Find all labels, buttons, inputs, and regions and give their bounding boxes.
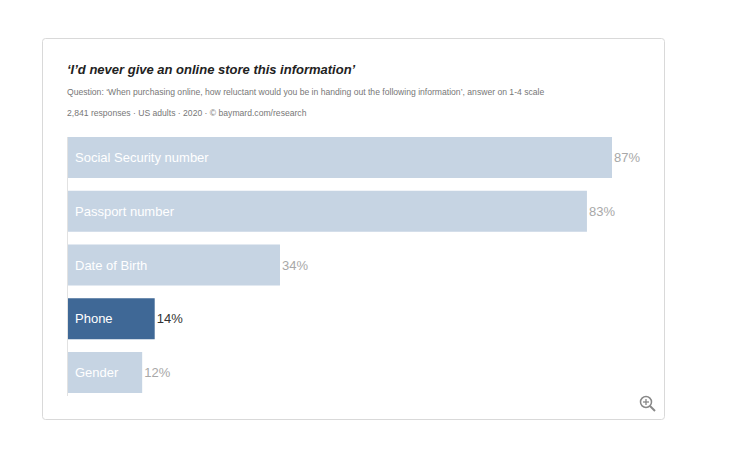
category-label: Date of Birth [75,258,147,273]
zoom-plus[interactable] [645,399,646,405]
subtitle: Question: ‘When purchasing online, how r… [67,87,544,97]
title: ‘I’d never give an online store this inf… [67,62,356,77]
bar [67,352,142,393]
category-label: Phone [75,311,113,326]
value-label: 14% [157,311,183,326]
category-label: Gender [75,365,119,380]
zoom-icon[interactable] [641,397,656,412]
baseline [67,137,68,396]
value-label: 12% [144,365,170,380]
labels: Social Security number 87% Passport number… [75,150,640,380]
value-label: 83% [589,204,615,219]
zoom-lens[interactable] [641,397,652,408]
value-label: 34% [282,258,308,273]
chart: ‘I’d never give an online store this inf… [0,0,736,449]
category-label: Social Security number [75,150,209,165]
zoom-handle[interactable] [650,406,655,411]
plot-area [67,137,612,393]
bar [67,245,280,286]
bar [67,191,587,232]
value-label: 87% [614,150,640,165]
category-label: Passport number [75,204,175,219]
source: 2,841 responses · US adults · 2020 · © b… [67,108,307,118]
bar [67,137,612,178]
card [43,39,665,420]
bar [67,298,155,339]
